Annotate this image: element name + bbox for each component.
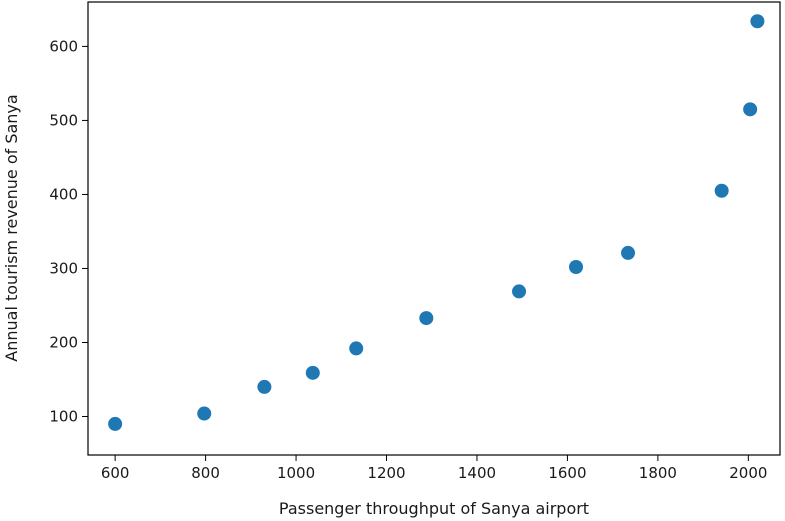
data-point (621, 245, 636, 260)
x-axis: 600 800 1000 1200 1400 1600 1800 2000 (101, 455, 767, 482)
x-tick-label: 1800 (639, 464, 677, 482)
data-point (714, 183, 729, 198)
x-tick-label: 1000 (277, 464, 315, 482)
data-point (569, 259, 584, 274)
data-point (257, 379, 272, 394)
y-tick-label: 600 (49, 37, 78, 55)
y-tick-label: 300 (49, 259, 78, 277)
data-point (349, 341, 364, 356)
y-tick-label: 500 (49, 111, 78, 129)
data-point (750, 14, 765, 29)
data-point (305, 365, 320, 380)
y-tick-label: 200 (49, 333, 78, 351)
y-tick-label: 100 (49, 408, 78, 426)
x-tick-label: 2000 (729, 464, 767, 482)
y-axis: 100 200 300 400 500 600 (49, 37, 88, 426)
x-axis-label: Passenger throughput of Sanya airport (279, 499, 589, 518)
data-point (512, 284, 527, 299)
data-point (197, 406, 212, 421)
data-point (419, 311, 434, 326)
y-axis-label: Annual tourism revenue of Sanya (2, 94, 21, 361)
data-point (108, 416, 123, 431)
y-tick-label: 400 (49, 185, 78, 203)
x-tick-label: 800 (191, 464, 220, 482)
data-points (108, 14, 765, 431)
x-tick-label: 1600 (548, 464, 586, 482)
data-point (743, 102, 758, 117)
plot-area (87, 1, 781, 456)
x-tick-label: 1200 (367, 464, 405, 482)
x-tick-label: 1400 (458, 464, 496, 482)
x-tick-label: 600 (101, 464, 130, 482)
